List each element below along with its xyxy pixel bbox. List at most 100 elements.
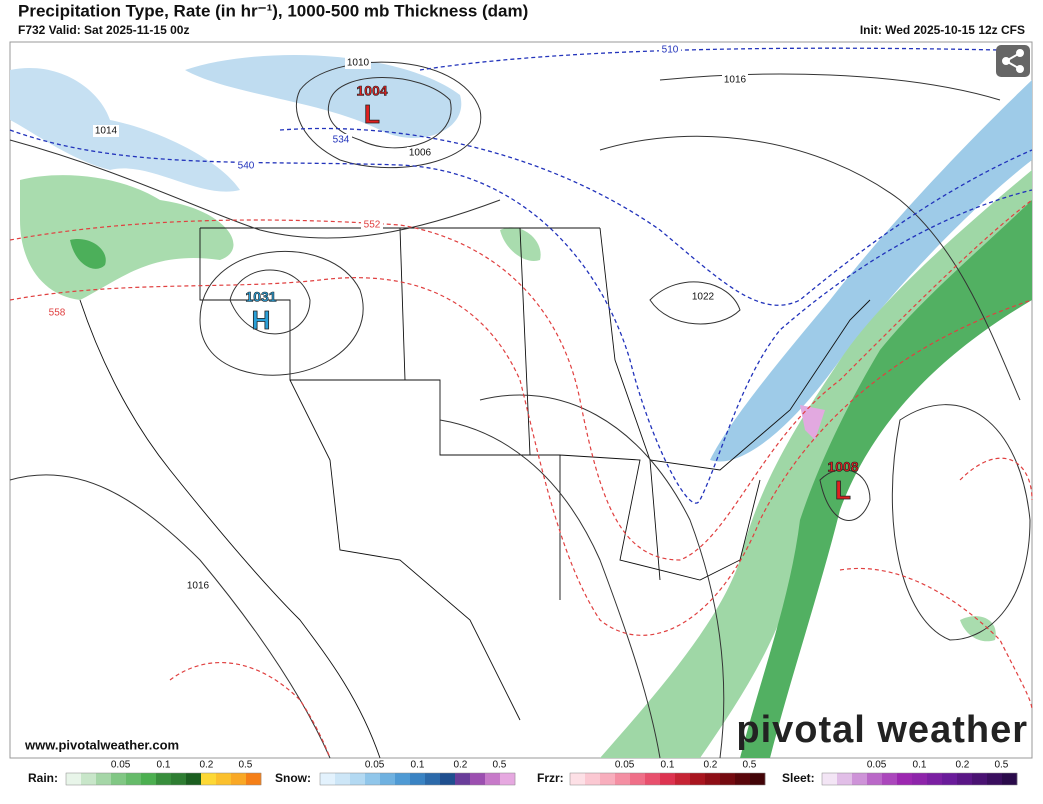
legend-swatch <box>690 773 706 785</box>
pressure-symbol: H <box>252 305 271 335</box>
title: Precipitation Type, Rate (in hr⁻¹), 1000… <box>18 1 528 20</box>
legend-swatch <box>972 773 988 785</box>
legend-swatch <box>216 773 232 785</box>
legend-swatch <box>111 773 127 785</box>
rain-area <box>960 616 996 642</box>
legend-tick: 0.05 <box>867 760 887 771</box>
pressure-symbol: L <box>835 475 851 505</box>
legend-tick: 0.2 <box>199 760 213 771</box>
legend-swatch <box>837 773 853 785</box>
label-bg <box>46 307 68 319</box>
legend-swatch <box>485 773 501 785</box>
legend-swatch <box>987 773 1003 785</box>
share-icon[interactable] <box>1002 49 1024 73</box>
label-bg <box>235 160 257 172</box>
isobar-label: 1006 <box>409 148 432 159</box>
snow-area <box>185 55 462 138</box>
pressure-value: 1008 <box>827 459 858 475</box>
legend-frame <box>569 772 766 786</box>
legend-frame <box>319 772 516 786</box>
sleet-area <box>800 405 825 440</box>
legend-tick: 0.1 <box>411 760 425 771</box>
isobar-label: 1014 <box>95 126 118 137</box>
legend-swatch <box>1002 773 1018 785</box>
label-bg <box>659 44 681 56</box>
rain-area <box>740 200 1032 758</box>
label-bg <box>93 125 119 137</box>
rain-area <box>70 239 106 269</box>
label-bg <box>361 219 383 231</box>
legend-swatch <box>957 773 973 785</box>
legend-swatch <box>320 773 336 785</box>
legend-swatch <box>675 773 691 785</box>
legend-tick: 0.05 <box>111 760 131 771</box>
legend-swatch <box>186 773 202 785</box>
thickness-label: 552 <box>364 220 381 231</box>
legend-tick: 0.5 <box>994 760 1008 771</box>
legend-tick: 0.1 <box>913 760 927 771</box>
legend-tick: 0.05 <box>615 760 635 771</box>
legend-swatch <box>822 773 838 785</box>
borders <box>79 227 871 759</box>
label-bg <box>185 580 211 592</box>
legend-swatch <box>927 773 943 785</box>
legend-swatch <box>720 773 736 785</box>
watermark: pivotal weather <box>736 709 1028 751</box>
legend-swatch <box>882 773 898 785</box>
legend-swatch <box>141 773 157 785</box>
isobars <box>9 61 1031 759</box>
snow-area <box>710 80 1032 462</box>
pressure-symbol: L <box>364 99 380 129</box>
thickness-label: 534 <box>333 135 350 146</box>
thickness-label: 540 <box>238 161 255 172</box>
legend-tick: 0.1 <box>157 760 171 771</box>
rain-area <box>20 175 234 300</box>
legend-swatch <box>750 773 766 785</box>
legend-frame <box>65 772 262 786</box>
pressure-value: 1004 <box>356 83 387 99</box>
legend-swatch <box>500 773 516 785</box>
legend-swatch <box>231 773 247 785</box>
label-bg <box>690 291 716 303</box>
legend-label: Sleet: <box>782 771 815 785</box>
legend-swatch <box>335 773 351 785</box>
legend-swatch <box>81 773 97 785</box>
legend-swatch <box>380 773 396 785</box>
legend-tick: 0.5 <box>492 760 506 771</box>
legend-tick: 0.2 <box>955 760 969 771</box>
legend-label: Rain: <box>28 771 58 785</box>
share-button[interactable] <box>996 45 1030 77</box>
legend-swatch <box>630 773 646 785</box>
legend-swatch <box>645 773 661 785</box>
legend-swatch <box>126 773 142 785</box>
legend-swatch <box>156 773 172 785</box>
legend-label: Frzr: <box>537 771 564 785</box>
label-bg <box>407 147 433 159</box>
legend-swatch <box>96 773 112 785</box>
legend-swatch <box>365 773 381 785</box>
precip-shading <box>10 55 1032 758</box>
legend-swatch <box>350 773 366 785</box>
legend-tick: 0.5 <box>238 760 252 771</box>
legend-swatch <box>425 773 441 785</box>
legend-swatch <box>735 773 751 785</box>
label-bg <box>345 57 371 69</box>
legend-tick: 0.2 <box>453 760 467 771</box>
isobar-label: 1022 <box>692 292 715 303</box>
legend-swatch <box>942 773 958 785</box>
legend-tick: 0.1 <box>661 760 675 771</box>
legend-swatch <box>171 773 187 785</box>
legend-swatch <box>395 773 411 785</box>
legend-swatch <box>660 773 676 785</box>
legend-swatch <box>867 773 883 785</box>
legend-swatch <box>66 773 82 785</box>
legend-swatch <box>852 773 868 785</box>
legend-swatch <box>201 773 217 785</box>
legend-swatch <box>455 773 471 785</box>
isobar-label: 1016 <box>187 581 210 592</box>
pressure-value: 1031 <box>245 289 276 305</box>
legend-swatch <box>912 773 928 785</box>
legend-swatch <box>600 773 616 785</box>
